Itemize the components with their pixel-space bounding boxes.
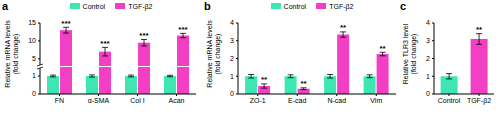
svg-text:***: *** (100, 39, 110, 48)
svg-text:***: *** (178, 25, 188, 34)
svg-text:4: 4 (230, 19, 234, 26)
svg-text:N-cad: N-cad (327, 97, 346, 104)
svg-text:4: 4 (426, 19, 430, 26)
svg-text:α-SMA: α-SMA (88, 97, 110, 104)
svg-text:1: 1 (230, 73, 234, 80)
svg-text:0: 0 (426, 90, 430, 97)
svg-text:Col I: Col I (130, 97, 144, 104)
svg-text:ZO-1: ZO-1 (250, 97, 266, 104)
svg-text:Relative TLR3 level(fold chang: Relative TLR3 level(fold change) (402, 23, 418, 84)
svg-text:Acan: Acan (169, 97, 185, 104)
svg-text:Control: Control (438, 97, 461, 104)
svg-text:3: 3 (426, 37, 430, 44)
svg-text:FN: FN (55, 97, 64, 104)
html-text:b: b (204, 0, 211, 12)
svg-text:15: 15 (28, 19, 36, 26)
svg-text:***: *** (139, 31, 149, 40)
html-text:Control: Control (283, 2, 307, 10)
svg-text:Relative mRNA levels(fold chan: Relative mRNA levels(fold change) (206, 20, 222, 88)
svg-text:0: 0 (32, 90, 36, 97)
svg-text:E-cad: E-cad (288, 97, 306, 104)
svg-text:**: ** (379, 44, 386, 53)
svg-text:2: 2 (426, 55, 430, 62)
svg-text:**: ** (300, 79, 307, 88)
svg-text:**: ** (261, 75, 268, 84)
svg-text:5: 5 (32, 55, 36, 62)
svg-text:2: 2 (230, 55, 234, 62)
html-text:TGF-β2: TGF-β2 (128, 2, 153, 10)
html-text:TGF-β2: TGF-β2 (329, 2, 354, 10)
svg-text:1: 1 (32, 72, 36, 79)
svg-text:**: ** (476, 25, 483, 34)
svg-text:TGF-β2: TGF-β2 (467, 97, 491, 105)
html-text:c: c (400, 0, 407, 12)
svg-text:Vim: Vim (370, 97, 382, 104)
html-text:a: a (2, 0, 9, 12)
svg-text:10: 10 (28, 37, 36, 44)
svg-text:Relative mRNA levels(fold chan: Relative mRNA levels(fold change) (8, 20, 20, 88)
svg-text:1: 1 (426, 73, 430, 80)
svg-text:3: 3 (230, 37, 234, 44)
html-text:Control: Control (82, 2, 106, 10)
svg-text:0: 0 (230, 90, 234, 97)
svg-text:**: ** (340, 23, 347, 32)
svg-text:***: *** (61, 19, 71, 28)
